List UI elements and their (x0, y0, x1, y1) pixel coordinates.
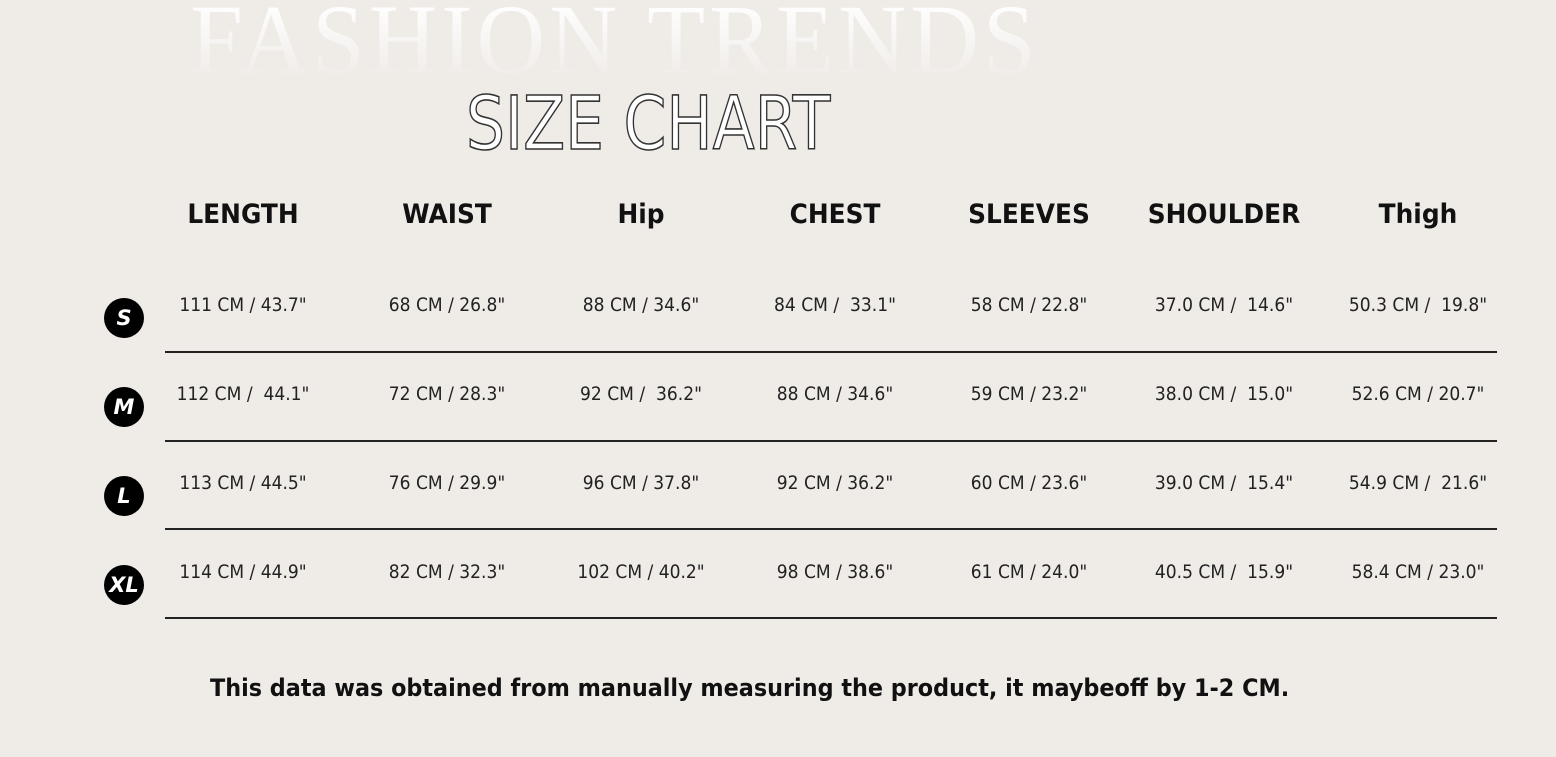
size-badge: XL (104, 565, 144, 605)
table-cell: 68 CM / 26.8" (388, 294, 506, 316)
table-cell: 92 CM / 36.2" (580, 383, 702, 405)
table-cell: 38.0 CM / 15.0" (1154, 383, 1294, 405)
size-badge: L (104, 476, 144, 516)
table-cell: 61 CM / 24.0" (970, 561, 1088, 583)
table-cell: 111 CM / 43.7" (179, 294, 307, 316)
row-divider (165, 351, 1497, 353)
size-badge: M (104, 387, 144, 427)
table-cell: 50.3 CM / 19.8" (1348, 294, 1488, 316)
table-cell: 92 CM / 36.2" (776, 472, 894, 494)
table-cell: 52.6 CM / 20.7" (1351, 383, 1485, 405)
table-cell: 88 CM / 34.6" (582, 294, 700, 316)
column-header-sleeves: SLEEVES (968, 199, 1090, 230)
table-cell: 114 CM / 44.9" (179, 561, 307, 583)
column-header-length: LENGTH (187, 199, 299, 230)
table-cell: 76 CM / 29.9" (388, 472, 506, 494)
measurement-disclaimer: This data was obtained from manually mea… (209, 674, 1290, 702)
table-cell: 102 CM / 40.2" (577, 561, 705, 583)
table-cell: 96 CM / 37.8" (582, 472, 700, 494)
table-cell: 54.9 CM / 21.6" (1348, 472, 1488, 494)
table-cell: 82 CM / 32.3" (388, 561, 506, 583)
table-cell: 59 CM / 23.2" (970, 383, 1088, 405)
table-cell: 39.0 CM / 15.4" (1154, 472, 1294, 494)
table-cell: 58.4 CM / 23.0" (1351, 561, 1485, 583)
column-header-thigh: Thigh (1378, 199, 1458, 230)
table-cell: 84 CM / 33.1" (774, 294, 896, 316)
table-cell: 88 CM / 34.6" (776, 383, 894, 405)
table-cell: 60 CM / 23.6" (970, 472, 1088, 494)
column-header-hip: Hip (617, 199, 665, 230)
row-divider (165, 440, 1497, 442)
column-header-waist: WAIST (402, 199, 492, 230)
table-cell: 98 CM / 38.6" (776, 561, 894, 583)
table-cell: 113 CM / 44.5" (179, 472, 307, 494)
table-cell: 112 CM / 44.1" (176, 383, 310, 405)
table-cell: 37.0 CM / 14.6" (1154, 294, 1294, 316)
column-header-shoulder: SHOULDER (1147, 199, 1301, 230)
table-cell: 40.5 CM / 15.9" (1154, 561, 1294, 583)
page-title: SIZE CHART (465, 81, 831, 167)
row-divider (165, 528, 1497, 530)
background-watermark-title: FASHION TRENDS (190, 0, 1040, 95)
column-header-chest: CHEST (789, 199, 881, 230)
row-divider (165, 617, 1497, 619)
table-cell: 72 CM / 28.3" (388, 383, 506, 405)
table-cell: 58 CM / 22.8" (970, 294, 1088, 316)
size-badge: S (104, 298, 144, 338)
